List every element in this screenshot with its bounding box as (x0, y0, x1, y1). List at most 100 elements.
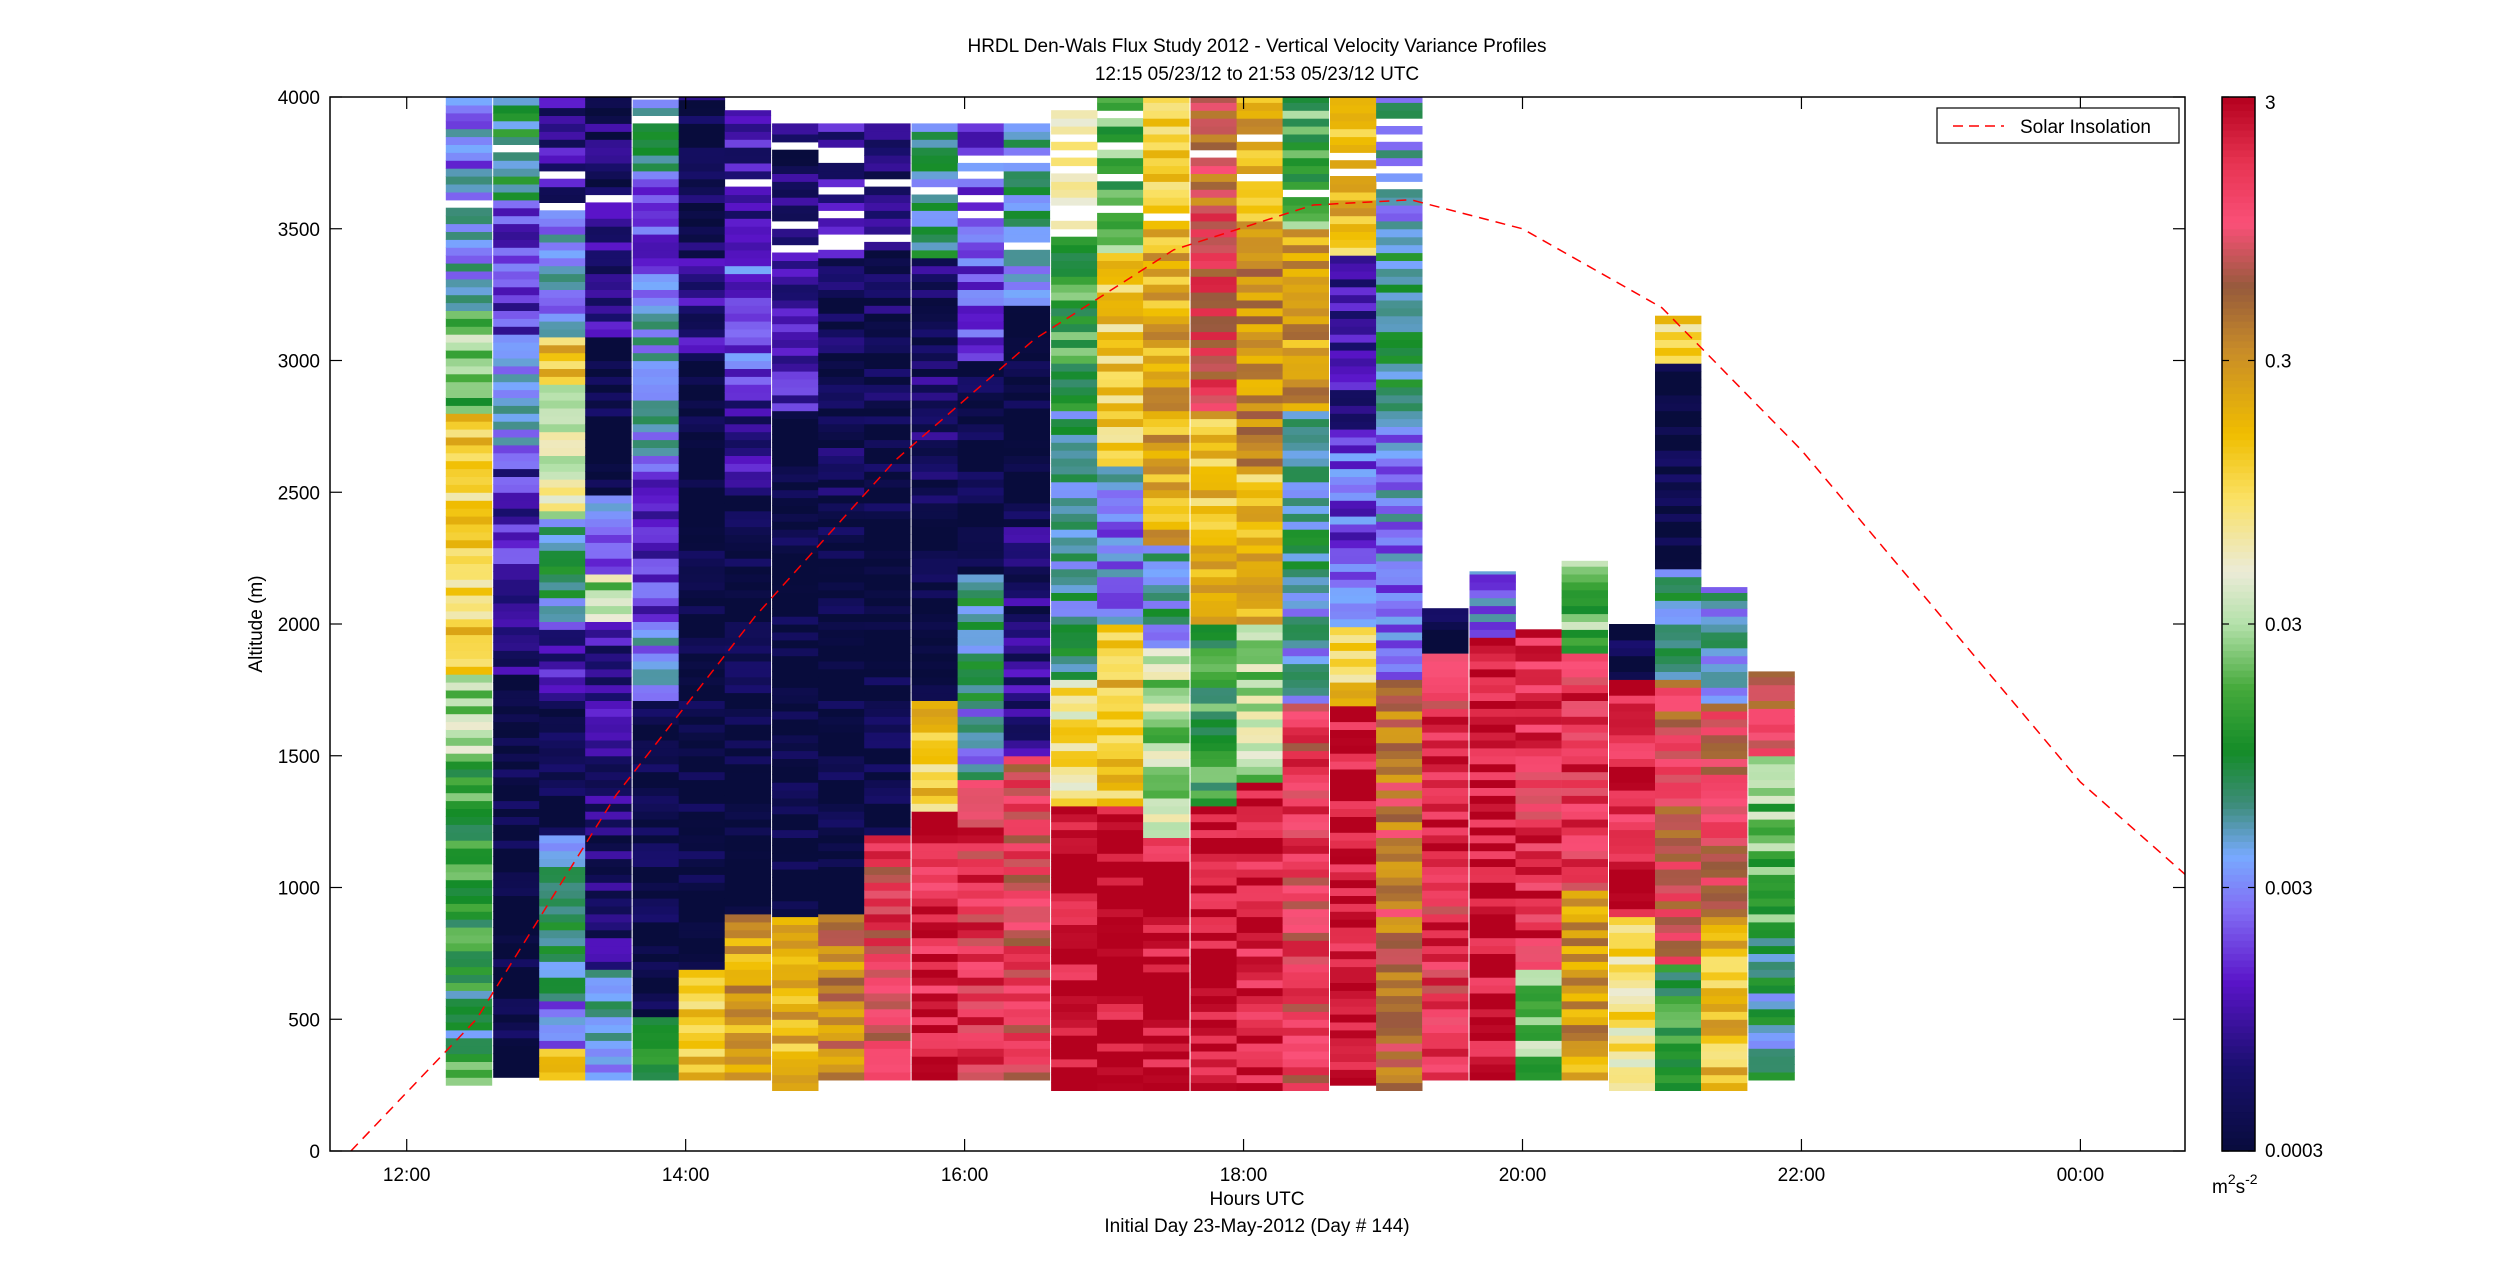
variance-bin (585, 392, 632, 401)
variance-bin (1609, 1074, 1656, 1084)
variance-bin (1469, 676, 1516, 686)
variance-bin (1051, 450, 1098, 459)
variance-bin (1701, 616, 1748, 625)
variance-bin (493, 863, 540, 873)
colorbar-band (2222, 959, 2255, 968)
variance-bin (1282, 173, 1329, 182)
variance-bin (539, 573, 586, 583)
colorbar-band (2222, 208, 2255, 217)
variance-bin (493, 531, 540, 541)
variance-bin (1469, 621, 1516, 630)
variance-bin (539, 866, 586, 875)
variance-bin (1748, 834, 1795, 844)
variance-bin (1236, 671, 1283, 680)
variance-bin (1003, 352, 1051, 362)
variance-bin (632, 819, 680, 828)
variance-bin (1748, 1032, 1795, 1041)
variance-bin (1003, 328, 1051, 338)
variance-bin (1236, 97, 1283, 103)
variance-bin (1376, 363, 1423, 372)
colorbar-band (2222, 1137, 2255, 1146)
variance-bin (957, 779, 1004, 788)
variance-bin (911, 234, 958, 243)
variance-bin (632, 147, 680, 156)
variance-bin (772, 782, 819, 791)
variance-bin (1143, 671, 1190, 680)
variance-bin (724, 202, 772, 211)
variance-bin (772, 1050, 819, 1060)
variance-bin (1051, 560, 1098, 570)
variance-bin (1376, 173, 1423, 182)
variance-bin (1748, 898, 1795, 907)
variance-bin (911, 170, 958, 180)
variance-bin (1469, 724, 1516, 733)
variance-bin (539, 898, 586, 907)
variance-bin (818, 415, 865, 425)
variance-bin (818, 518, 865, 528)
variance-bin (1190, 545, 1237, 554)
variance-bin (1236, 315, 1283, 325)
variance-bin (818, 400, 865, 409)
variance-bin (1701, 750, 1748, 759)
variance-bin (445, 658, 493, 667)
variance-bin (1097, 220, 1144, 230)
variance-bin (1655, 821, 1702, 831)
colorbar-band (2222, 610, 2255, 619)
x-axis-label: Hours UTC (1209, 1189, 1304, 1210)
variance-bin (1236, 742, 1283, 752)
variance-bin (539, 653, 586, 662)
variance-bin (1143, 703, 1190, 712)
variance-bin (678, 1048, 726, 1057)
variance-bin (632, 645, 680, 654)
variance-bin (1143, 473, 1190, 483)
variance-bin (957, 763, 1004, 773)
variance-bin (1190, 118, 1237, 127)
variance-bin (1051, 284, 1098, 293)
x-axis: 12:00 14:00 16:00 18:00 20:00 22:00 00:00 (383, 97, 2104, 1186)
variance-bin (724, 170, 772, 180)
variance-bin (678, 581, 726, 591)
variance-bin (1236, 853, 1283, 862)
variance-bin (772, 212, 819, 222)
variance-bin (1282, 829, 1329, 838)
variance-bin (772, 402, 819, 412)
variance-bin (1190, 299, 1237, 309)
variance-bin (1003, 202, 1051, 211)
colorbar-band (2222, 97, 2255, 105)
variance-bin (678, 479, 726, 488)
variance-bin (585, 589, 632, 599)
variance-bin (1003, 819, 1051, 828)
variance-bin (1609, 987, 1656, 997)
variance-bin (445, 729, 493, 738)
variance-bin (585, 518, 632, 528)
variance-bin (724, 241, 772, 251)
variance-bin (1282, 1035, 1329, 1044)
variance-bin (957, 392, 1004, 401)
variance-bin (1422, 874, 1469, 883)
variance-bin (445, 824, 493, 833)
variance-bin (1051, 1027, 1098, 1036)
variance-bin (1236, 1074, 1283, 1084)
variance-bin (585, 376, 632, 385)
colorbar-band (2222, 1085, 2255, 1093)
variance-bin (1003, 803, 1051, 812)
variance-bin (724, 1040, 772, 1049)
variance-bin (864, 819, 911, 828)
variance-bin (818, 834, 865, 844)
variance-bin (1748, 992, 1795, 1002)
variance-bin (864, 692, 911, 701)
variance-bin (1330, 294, 1377, 304)
variance-bin (1330, 128, 1377, 138)
variance-bin (632, 368, 680, 377)
variance-bin (1003, 542, 1051, 551)
variance-bin (818, 905, 865, 915)
variance-bin (1701, 647, 1748, 657)
variance-bin (1376, 157, 1423, 167)
variance-bin (1469, 1024, 1516, 1033)
variance-bin (864, 392, 911, 401)
variance-bin (1701, 1043, 1748, 1052)
variance-bin (1097, 1058, 1144, 1068)
variance-bin (1051, 497, 1098, 506)
variance-bin (1655, 481, 1702, 491)
variance-bin (1515, 937, 1562, 947)
